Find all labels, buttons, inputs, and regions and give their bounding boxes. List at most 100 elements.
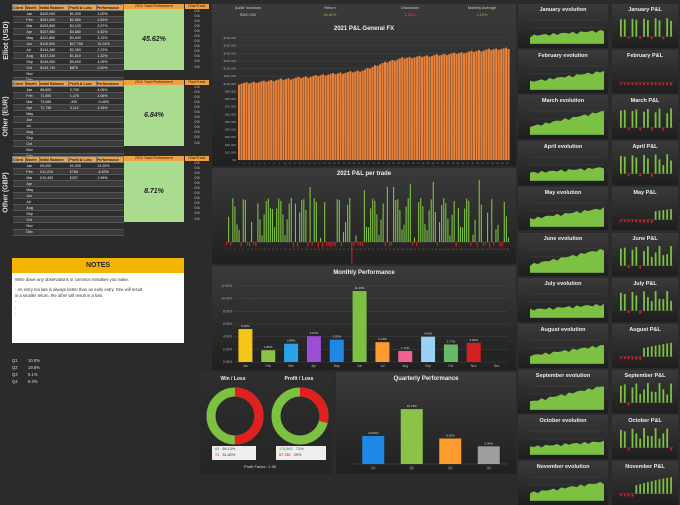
month-evolution-card[interactable]: October evolution [518,415,608,459]
risk-value[interactable]: 0.5 [194,130,200,135]
risk-value[interactable]: 0.5 [194,19,200,24]
month-evolution-card[interactable]: July evolution [518,278,608,322]
risk-value[interactable]: 0.5 [194,100,200,105]
table-cell[interactable] [68,140,97,148]
month-pl-card[interactable]: October P&L [612,415,678,459]
table-row[interactable]: Apr 72,736 3,112 4.28% [12,104,124,112]
table-cell[interactable] [96,186,124,194]
risk-value[interactable]: 0.5 [194,120,200,125]
table-row[interactable]: Jun [12,192,124,200]
risk-value[interactable]: 0.5 [194,14,200,19]
table-cell[interactable]: $100,000 [39,10,69,18]
month-pl-card[interactable]: June P&L [612,232,678,277]
table-cell[interactable] [39,116,69,124]
table-cell[interactable]: 4.06% [96,86,124,94]
table-cell[interactable] [68,70,97,78]
table-cell[interactable]: $4,120 [68,22,97,30]
month-evolution-card[interactable]: March evolution [518,95,608,140]
table-row[interactable]: Jul [12,122,124,130]
table-row[interactable]: Feb 71,590 1,476 2.06% [12,92,124,100]
month-pl-card[interactable]: March P&L [612,95,678,140]
risk-value[interactable]: 0.5 [194,161,200,165]
risk-value[interactable]: 0.5 [194,90,200,95]
table-row[interactable]: Nov [12,222,124,230]
table-cell[interactable] [39,128,69,136]
table-row[interactable]: Mar $103,860 $4,120 3.97% [12,22,124,30]
table-cell[interactable] [39,140,69,148]
table-cell[interactable]: 68,800 [39,86,69,94]
table-row[interactable]: Jan $100,000 $1,000 1.00% [12,10,124,18]
risk-value[interactable]: 0.5 [194,105,200,110]
table-cell[interactable] [68,110,97,118]
month-pl-card[interactable]: November P&L [612,461,678,505]
table-cell[interactable] [96,180,124,188]
table-cell[interactable]: 2.06% [96,92,124,100]
table-cell[interactable] [96,122,124,130]
table-cell[interactable]: $137,240 [39,52,69,60]
risk-value[interactable]: 0.5 [194,176,200,181]
table-row[interactable]: Feb $101,000 $2,860 2.83% [12,16,124,24]
table-cell[interactable]: 1.98% [96,174,124,182]
risk-value[interactable]: 0.5 [194,211,200,216]
risk-value[interactable]: 0.5 [194,171,200,176]
table-row[interactable]: Jan 68,800 2,790 4.06% [12,86,124,94]
month-pl-card[interactable]: February P&L [612,49,678,94]
table-cell[interactable] [68,122,97,130]
table-cell[interactable] [39,204,69,212]
table-row[interactable]: Sep $139,050 $5,690 4.09% [12,58,124,66]
table-cell[interactable]: 3,112 [68,104,97,112]
table-cell[interactable]: -0.45% [96,98,124,106]
table-cell[interactable]: 1,476 [68,92,97,100]
table-cell[interactable] [39,134,69,142]
table-cell[interactable] [39,222,69,230]
table-row[interactable]: Nov [12,70,124,78]
table-cell[interactable]: $116,500 [39,40,69,48]
table-cell[interactable]: 73,066 [39,98,69,106]
risk-value[interactable]: 0.5 [194,95,200,100]
table-row[interactable]: Nov [12,146,124,154]
table-cell[interactable]: $4,880 [68,28,97,36]
table-row[interactable]: Sep [12,134,124,142]
risk-value[interactable]: 0.5 [194,24,200,29]
table-row[interactable]: Oct $144,740 $870 0.60% [12,64,124,72]
table-cell[interactable]: $139,050 [39,58,69,66]
table-cell[interactable]: $134,260 [39,46,69,54]
table-cell[interactable]: $1,810 [68,52,97,60]
risk-value[interactable]: 0.5 [194,115,200,120]
risk-value[interactable]: 0.5 [194,125,200,130]
table-cell[interactable] [96,216,124,224]
table-cell[interactable] [96,116,124,124]
table-cell[interactable] [39,229,69,236]
table-row[interactable]: May [12,186,124,194]
table-cell[interactable] [96,128,124,136]
notes-lines[interactable]: Write down any observations or common mi… [12,277,184,317]
table-cell[interactable] [39,186,69,194]
table-row[interactable]: Sep [12,210,124,218]
table-cell[interactable] [39,216,69,224]
risk-value[interactable]: 0.5 [194,44,200,49]
risk-value[interactable]: 0.5 [194,34,200,39]
table-cell[interactable] [68,210,97,218]
table-cell[interactable]: 15.24% [96,40,124,48]
table-cell[interactable] [96,210,124,218]
table-row[interactable]: Apr [12,180,124,188]
table-cell[interactable]: £5,000 [39,162,69,170]
table-cell[interactable] [39,122,69,130]
table-cell[interactable]: $5,690 [68,58,97,66]
table-cell[interactable]: £11,219 [39,168,69,176]
table-cell[interactable]: 1.32% [96,52,124,60]
table-cell[interactable]: $17,760 [68,40,97,48]
month-pl-card[interactable]: April P&L [612,141,678,185]
risk-value[interactable]: 0.5 [194,49,200,54]
table-cell[interactable]: 3.97% [96,22,124,30]
risk-value[interactable]: 0.5 [194,206,200,211]
risk-value[interactable]: 0.5 [194,201,200,206]
table-cell[interactable]: $2,860 [68,16,97,24]
table-cell[interactable]: 2.83% [96,16,124,24]
month-evolution-card[interactable]: April evolution [518,141,608,185]
table-cell[interactable] [39,146,69,154]
risk-value[interactable]: 0.5 [194,54,200,59]
table-row[interactable]: Dec [12,229,124,236]
table-row[interactable]: Aug [12,128,124,136]
table-cell[interactable] [39,110,69,118]
